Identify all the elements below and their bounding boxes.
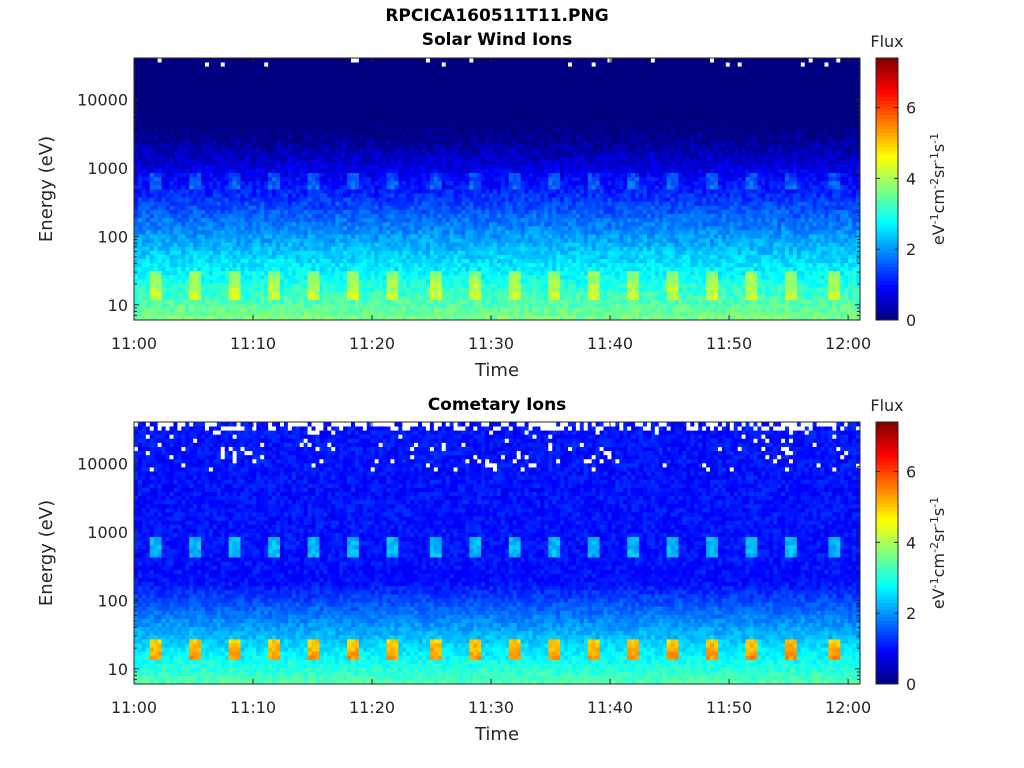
spectrogram-2 — [134, 422, 860, 684]
colorbar-tick-label: 6 — [906, 99, 916, 118]
y-tick-label: 10000 — [77, 454, 128, 473]
y-tick-label: 1000 — [87, 159, 128, 178]
x-axis-label: Time — [474, 360, 519, 381]
y-tick-label: 100 — [97, 591, 128, 610]
y-tick-label: 100 — [97, 227, 128, 246]
x-tick-label: 11:50 — [706, 334, 752, 353]
x-tick-label: 11:30 — [468, 698, 514, 717]
colorbar-label: Flux — [870, 396, 903, 415]
colorbar-tick-label: 0 — [906, 675, 916, 694]
colorbar-2: 0 2 4 6 Flux eV-1cm-2sr-1s-1 — [870, 396, 948, 694]
x-tick-label: 11:40 — [587, 334, 633, 353]
x-tick-label: 12:00 — [825, 698, 871, 717]
colorbar-tick-label: 0 — [906, 311, 916, 330]
colorbar-1: 0 2 4 6 Flux eV-1cm-2sr-1s-1 — [870, 32, 948, 330]
x-tick-label: 12:00 — [825, 334, 871, 353]
x-tick-label: 11:10 — [230, 334, 276, 353]
y-axis-label: Energy (eV) — [36, 136, 57, 242]
colorbar-tick-label: 4 — [906, 169, 916, 188]
x-tick-label: 11:40 — [587, 698, 633, 717]
x-tick-label: 11:00 — [111, 698, 157, 717]
y-axis-label: Energy (eV) — [36, 500, 57, 606]
y-tick-label: 1000 — [87, 523, 128, 542]
y-tick-label: 10 — [108, 296, 128, 315]
colorbar-tick-label: 6 — [906, 463, 916, 482]
y-tick-label: 10000 — [77, 90, 128, 109]
x-tick-label: 11:20 — [349, 698, 395, 717]
x-tick-label: 11:00 — [111, 334, 157, 353]
colorbar-tick-label: 2 — [906, 240, 916, 259]
colorbar-unit-label: eV-1cm-2sr-1s-1 — [928, 133, 948, 245]
y-tick-label: 10 — [108, 660, 128, 679]
x-axis-label: Time — [474, 724, 519, 745]
colorbar-label: Flux — [870, 32, 903, 51]
x-tick-label: 11:20 — [349, 334, 395, 353]
x-tick-label: 11:10 — [230, 698, 276, 717]
colorbar-tick-label: 2 — [906, 604, 916, 623]
spectrogram-1 — [134, 58, 860, 320]
colorbar-tick-label: 4 — [906, 533, 916, 552]
colorbar-unit-label: eV-1cm-2sr-1s-1 — [928, 497, 948, 609]
x-tick-label: 11:30 — [468, 334, 514, 353]
x-tick-label: 11:50 — [706, 698, 752, 717]
